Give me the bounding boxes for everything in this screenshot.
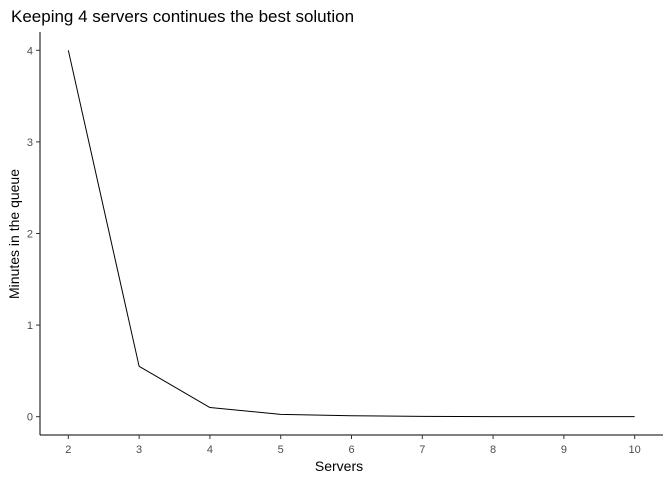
x-tick-label: 9 bbox=[561, 444, 567, 456]
x-tick-label: 10 bbox=[629, 444, 641, 456]
y-tick-label: 2 bbox=[27, 229, 33, 241]
y-axis: 0 1 2 3 4 bbox=[27, 32, 41, 435]
y-tick-label: 4 bbox=[27, 45, 33, 57]
x-tick-label: 4 bbox=[207, 444, 213, 456]
x-tick-label: 8 bbox=[490, 444, 496, 456]
y-axis-title: Minutes in the queue bbox=[6, 169, 22, 299]
x-tick-label: 2 bbox=[65, 444, 71, 456]
x-tick-label: 5 bbox=[278, 444, 284, 456]
chart-title: Keeping 4 servers continues the best sol… bbox=[11, 7, 354, 26]
y-tick-label: 1 bbox=[27, 320, 33, 332]
x-tick-label: 6 bbox=[348, 444, 354, 456]
x-axis: 2 3 4 5 6 7 8 9 10 bbox=[40, 434, 663, 456]
x-axis-title: Servers bbox=[315, 458, 363, 474]
series-layer bbox=[67, 50, 635, 418]
y-tick-label: 3 bbox=[27, 137, 33, 149]
y-tick-label: 0 bbox=[27, 412, 33, 424]
x-tick-label: 3 bbox=[136, 444, 142, 456]
series-line bbox=[67, 50, 635, 418]
x-tick-label: 7 bbox=[419, 444, 425, 456]
